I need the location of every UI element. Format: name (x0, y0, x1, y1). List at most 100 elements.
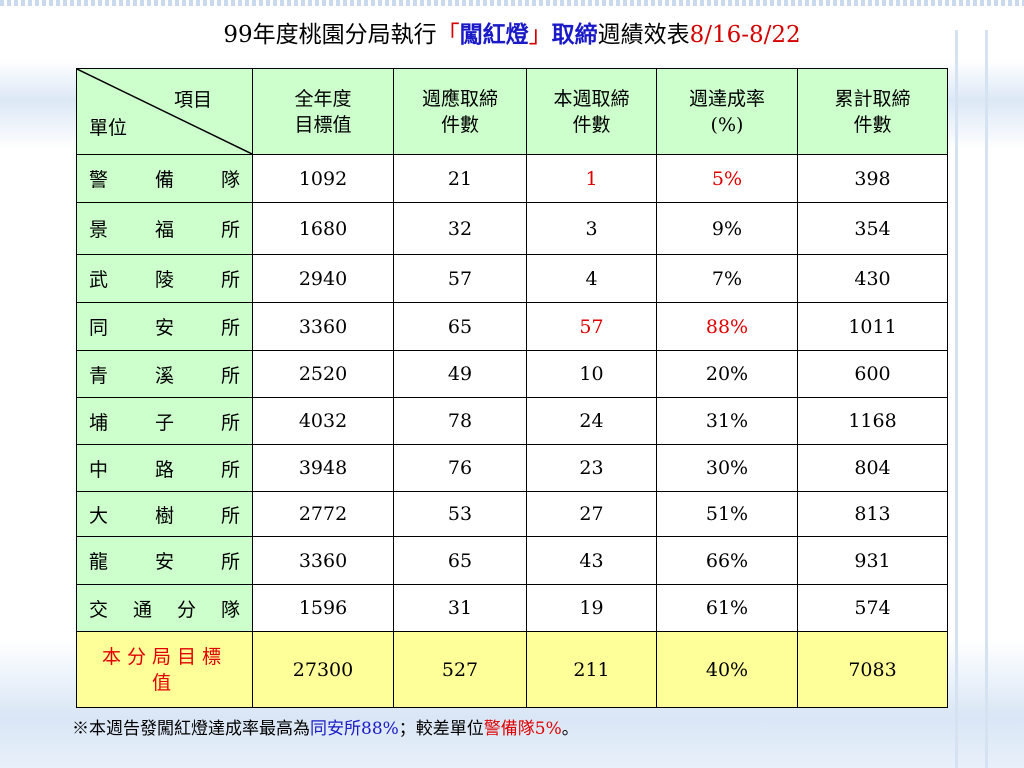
cell-annual-target: 2940 (252, 254, 394, 303)
table-row: 景福所 1680 32 3 9% 354 (76, 202, 948, 255)
total-row: 本分局目標值 27300 527 211 40% 7083 (76, 631, 948, 708)
decorative-dot-strip (0, 0, 1024, 6)
cell-cumulative: 1011 (797, 302, 948, 351)
note-best-unit: 同安所88% (310, 719, 399, 739)
note-worst-unit: 警備隊5% (483, 719, 562, 739)
note-middle: ；較差單位 (398, 719, 484, 739)
title-prefix: 99年度桃園分局執行 (223, 22, 437, 48)
header-line: 件數 (440, 113, 479, 136)
cell-unit: 警備隊 (76, 154, 253, 203)
cell-weekly-actual: 24 (526, 397, 657, 445)
table-row: 交通分隊 1596 31 19 61% 574 (76, 584, 948, 632)
total-unit-line: 值 (151, 671, 177, 694)
cell-cumulative: 813 (797, 491, 948, 537)
cell-unit: 埔子所 (76, 397, 253, 445)
cell-weekly-rate: 61% (656, 584, 798, 632)
header-line: 累計取締 (834, 87, 911, 110)
cell-weekly-rate: 51% (656, 491, 798, 537)
header-weekly-required: 週應取締 件數 (393, 68, 527, 155)
table-row: 青溪所 2520 49 10 20% 600 (76, 350, 948, 398)
cell-weekly-rate: 40% (656, 631, 798, 708)
cell-weekly-rate: 30% (656, 444, 798, 492)
title-close-bracket: 」 (528, 22, 552, 48)
table-row: 警備隊 1092 21 1 5% 398 (76, 154, 948, 203)
cell-weekly-rate: 5% (656, 154, 798, 203)
cell-weekly-required: 53 (393, 491, 527, 537)
title-date: 8/16-8/22 (689, 22, 801, 48)
cell-weekly-required: 57 (393, 254, 527, 303)
cell-unit: 龍安所 (76, 536, 253, 585)
cell-cumulative: 600 (797, 350, 948, 398)
cell-weekly-required: 49 (393, 350, 527, 398)
note-prefix: ※本週告發闖紅燈達成率最高為 (72, 719, 310, 739)
header-line: 週達成率 (688, 87, 765, 110)
cell-weekly-rate: 88% (656, 302, 798, 351)
cell-unit: 景福所 (76, 202, 253, 255)
cell-weekly-required: 78 (393, 397, 527, 445)
cell-annual-target: 3360 (252, 302, 394, 351)
cell-weekly-actual: 4 (526, 254, 657, 303)
title-highlight: 闖紅燈 (459, 21, 529, 48)
cell-weekly-actual: 43 (526, 536, 657, 585)
decorative-line (985, 30, 988, 768)
table-row: 同安所 3360 65 57 88% 1011 (76, 302, 948, 351)
cell-annual-target: 2772 (252, 491, 394, 537)
table-header-row: 項目 單位 全年度目標值 週應取締件數 本週取締件數 週達成率 (%) 累計取締件… (76, 68, 948, 155)
cell-annual-target: 1596 (252, 584, 394, 632)
cell-cumulative: 574 (797, 584, 948, 632)
table-row: 大樹所 2772 53 27 51% 813 (76, 491, 948, 537)
header-line: 本週取締 (553, 87, 630, 110)
cell-unit: 青溪所 (76, 350, 253, 398)
cell-annual-target: 1680 (252, 202, 394, 255)
cell-unit: 大樹所 (76, 491, 253, 537)
cell-weekly-rate: 66% (656, 536, 798, 585)
cell-weekly-actual: 27 (526, 491, 657, 537)
cell-weekly-actual: 1 (526, 154, 657, 203)
cell-weekly-required: 527 (393, 631, 527, 708)
cell-cumulative: 931 (797, 536, 948, 585)
cell-cumulative: 1168 (797, 397, 948, 445)
cell-weekly-actual: 3 (526, 202, 657, 255)
corner-label-unit: 單位 (89, 117, 128, 139)
cell-weekly-actual: 211 (526, 631, 657, 708)
page-title: 99年度桃園分局執行「闖紅燈」取締週績效表8/16-8/22 (0, 20, 1024, 50)
cell-weekly-rate: 9% (656, 202, 798, 255)
diagonal-divider (77, 69, 252, 154)
table-row: 中路所 3948 76 23 30% 804 (76, 444, 948, 492)
header-line: 件數 (572, 113, 611, 136)
cell-unit: 武陵所 (76, 254, 253, 303)
cell-weekly-actual: 23 (526, 444, 657, 492)
corner-label-item: 項目 (173, 89, 212, 111)
cell-cumulative: 7083 (797, 631, 948, 708)
cell-annual-target: 4032 (252, 397, 394, 445)
header-line: 目標值 (294, 113, 352, 136)
total-unit-line: 本分局目標 (101, 645, 227, 668)
cell-weekly-required: 32 (393, 202, 527, 255)
cell-weekly-actual: 19 (526, 584, 657, 632)
cell-cumulative: 430 (797, 254, 948, 303)
header-weekly-rate: 週達成率 (%) (656, 68, 798, 155)
header-weekly-actual: 本週取締 件數 (526, 68, 657, 155)
table-row: 龍安所 3360 65 43 66% 931 (76, 536, 948, 585)
table-row: 武陵所 2940 57 4 7% 430 (76, 254, 948, 303)
cell-weekly-required: 65 (393, 302, 527, 351)
cell-cumulative: 804 (797, 444, 948, 492)
header-line: 週應取締 (421, 87, 498, 110)
header-line: 件數 (853, 113, 892, 136)
header-cumulative: 累計取締 件數 (797, 68, 948, 155)
cell-weekly-required: 31 (393, 584, 527, 632)
cell-weekly-required: 21 (393, 154, 527, 203)
cell-unit: 同安所 (76, 302, 253, 351)
decorative-line (955, 30, 958, 768)
title-open-bracket: 「 (436, 22, 460, 48)
cell-annual-target: 2520 (252, 350, 394, 398)
header-line: 全年度 (294, 87, 352, 110)
cell-weekly-actual: 57 (526, 302, 657, 351)
performance-table: 項目 單位 全年度目標值 週應取締件數 本週取締件數 週達成率 (%) 累計取締件… (76, 68, 948, 708)
header-line: (%) (710, 113, 744, 136)
cell-cumulative: 398 (797, 154, 948, 203)
cell-total-unit: 本分局目標值 (76, 631, 253, 708)
cell-weekly-required: 65 (393, 536, 527, 585)
title-suffix: 週績效表 (597, 22, 690, 48)
cell-annual-target: 3948 (252, 444, 394, 492)
